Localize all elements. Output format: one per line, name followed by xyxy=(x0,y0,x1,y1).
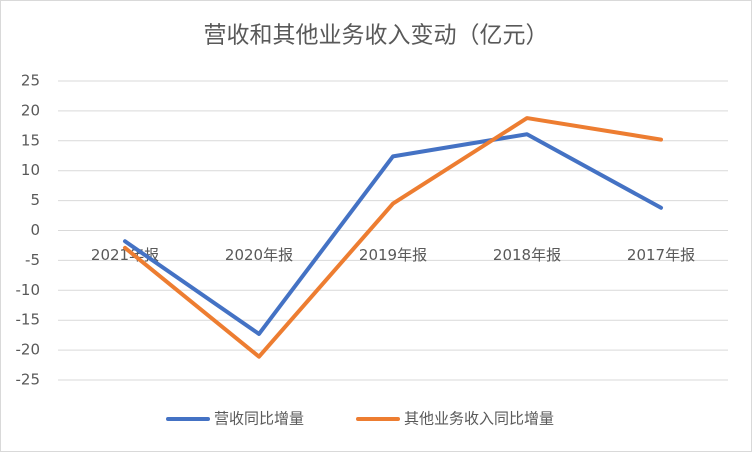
legend-label: 营收同比增量 xyxy=(214,410,304,428)
y-tick-label: 20 xyxy=(21,101,40,119)
chart-title: 营收和其他业务收入变动（亿元） xyxy=(204,23,549,49)
y-tick-label: -20 xyxy=(16,341,41,359)
y-tick-label: 25 xyxy=(21,72,40,90)
x-tick-label: 2017年报 xyxy=(627,246,695,264)
y-tick-label: 5 xyxy=(30,191,40,209)
y-tick-label: -15 xyxy=(16,311,41,329)
x-tick-label: 2019年报 xyxy=(359,246,427,264)
y-tick-label: -5 xyxy=(25,251,40,269)
series-line xyxy=(123,132,663,336)
y-tick-label: -25 xyxy=(16,371,41,389)
series-line xyxy=(123,116,663,359)
legend-label: 其他业务收入同比增量 xyxy=(404,410,554,428)
y-tick-label: -10 xyxy=(16,281,41,299)
x-tick-label: 2018年报 xyxy=(493,246,561,264)
y-tick-label: 15 xyxy=(21,131,40,149)
y-tick-label: 10 xyxy=(21,161,40,179)
x-tick-label: 2020年报 xyxy=(225,246,293,264)
y-tick-label: 0 xyxy=(30,221,40,239)
